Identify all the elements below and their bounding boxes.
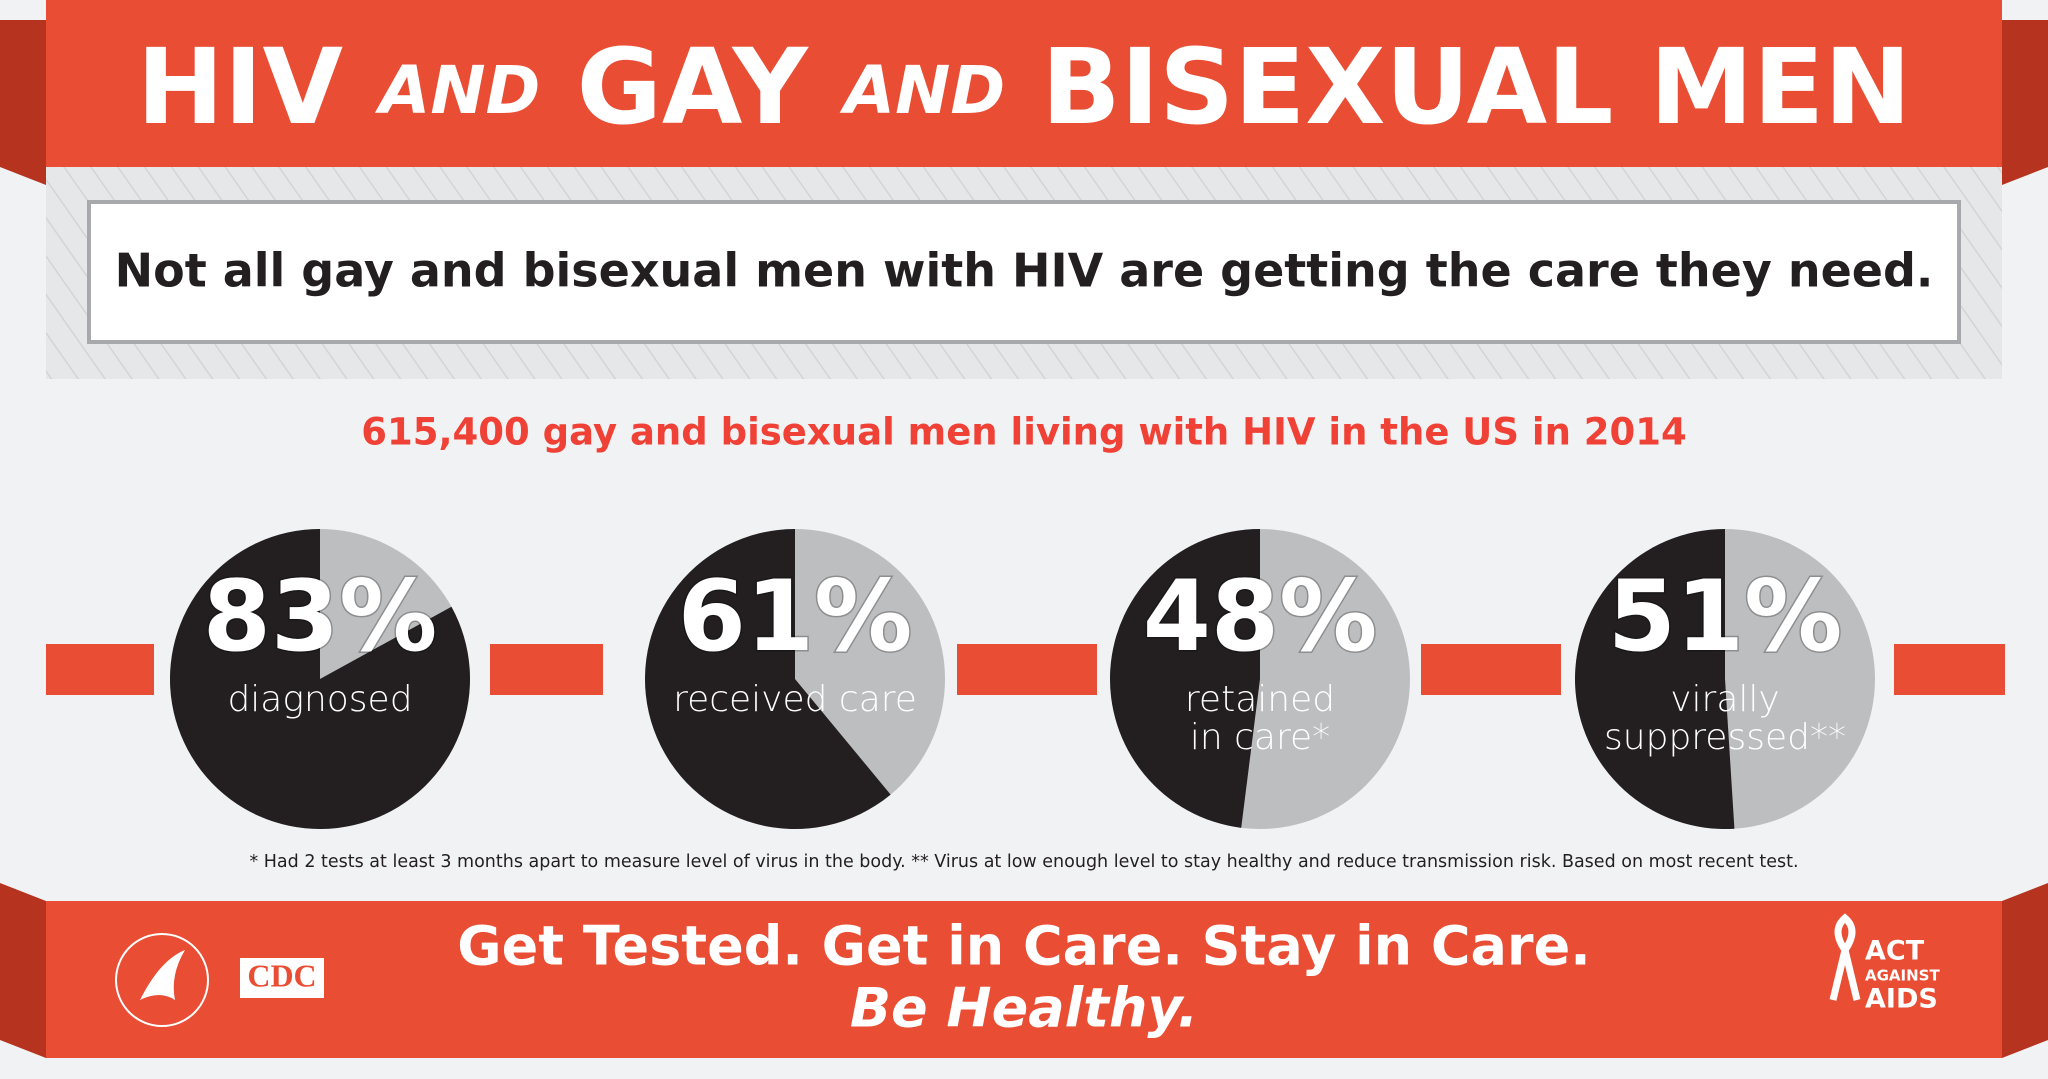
pie-chart: 83% diagnosed	[170, 529, 471, 830]
value-label: 48%	[1143, 560, 1378, 674]
pie-slice	[1109, 529, 1260, 828]
ribbon	[1829, 913, 1861, 1001]
cdc-logo	[240, 958, 324, 998]
pie-label: received care	[673, 679, 917, 720]
footer-line1: Get Tested. Get in Care. Stay in Care.	[457, 915, 1590, 978]
subtitle-box	[87, 200, 1961, 344]
pie-label: virally	[1670, 679, 1779, 720]
pie-label: suppressed**	[1604, 717, 1846, 758]
hhs-logo	[115, 933, 209, 1027]
subtitle: Not all gay and bisexual men with HIV ar…	[115, 244, 1934, 298]
title-part: GAY	[577, 26, 810, 148]
pie-chart: 61% received care	[645, 529, 945, 829]
act-text: AIDS	[1865, 984, 1938, 1015]
pie-slice	[645, 529, 891, 829]
title-part: AND	[374, 52, 540, 129]
act-text: ACT	[1865, 936, 1925, 967]
title-part: AND	[839, 52, 1005, 129]
title-banner	[46, 0, 2002, 167]
banner-fold-right	[2002, 20, 2048, 185]
connector	[1421, 644, 1561, 695]
chart-title: HIV AND GAY AND BISEXUAL MEN	[137, 26, 1911, 148]
footer-fold-left	[0, 883, 46, 1058]
pie-label: diagnosed	[227, 679, 412, 720]
title-part: HIV	[137, 26, 343, 148]
hhs-eagle	[140, 950, 185, 1000]
connector	[46, 644, 154, 695]
footer-fold-right	[2002, 883, 2048, 1058]
footer-banner	[46, 901, 2002, 1058]
connectors	[46, 644, 2005, 695]
connector	[490, 644, 603, 695]
value-label: 51%	[1608, 560, 1843, 674]
connector	[1894, 644, 2005, 695]
banner-fold-left	[0, 20, 46, 185]
stat-line: 615,400 gay and bisexual men living with…	[361, 411, 1687, 454]
cdc-text: CDC	[247, 957, 316, 993]
pie-slice	[170, 529, 471, 830]
act-text: AGAINST	[1865, 967, 1940, 985]
pie-slice	[1575, 529, 1735, 829]
footnote: * Had 2 tests at least 3 months apart to…	[249, 852, 1798, 872]
value-label: 83%	[203, 560, 438, 674]
pie-label: in care*	[1190, 717, 1330, 758]
connector	[957, 644, 1097, 695]
title-part: BISEXUAL MEN	[1041, 26, 1911, 148]
pie-label: retained	[1185, 679, 1335, 720]
value-label: 61%	[678, 560, 913, 674]
footer-line2: Be Healthy.	[850, 977, 1198, 1040]
